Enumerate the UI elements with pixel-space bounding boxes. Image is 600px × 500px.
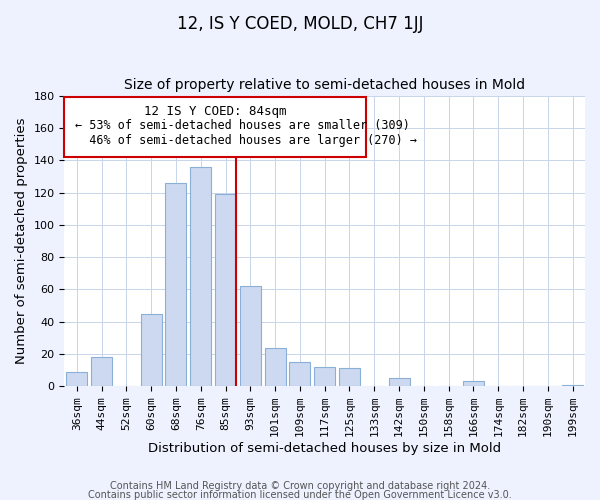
- Text: ← 53% of semi-detached houses are smaller (309): ← 53% of semi-detached houses are smalle…: [75, 119, 410, 132]
- Bar: [66, 372, 88, 386]
- Y-axis label: Number of semi-detached properties: Number of semi-detached properties: [15, 118, 28, 364]
- Bar: [463, 382, 484, 386]
- FancyBboxPatch shape: [64, 98, 367, 157]
- Text: 12 IS Y COED: 84sqm: 12 IS Y COED: 84sqm: [144, 104, 287, 118]
- Bar: [91, 357, 112, 386]
- Text: 46% of semi-detached houses are larger (270) →: 46% of semi-detached houses are larger (…: [75, 134, 417, 146]
- Text: Contains HM Land Registry data © Crown copyright and database right 2024.: Contains HM Land Registry data © Crown c…: [110, 481, 490, 491]
- Bar: [289, 362, 310, 386]
- Bar: [190, 167, 211, 386]
- Bar: [562, 384, 583, 386]
- Bar: [314, 367, 335, 386]
- X-axis label: Distribution of semi-detached houses by size in Mold: Distribution of semi-detached houses by …: [148, 442, 501, 455]
- Bar: [389, 378, 410, 386]
- Title: Size of property relative to semi-detached houses in Mold: Size of property relative to semi-detach…: [124, 78, 525, 92]
- Bar: [265, 348, 286, 386]
- Bar: [240, 286, 261, 386]
- Text: 12, IS Y COED, MOLD, CH7 1JJ: 12, IS Y COED, MOLD, CH7 1JJ: [177, 15, 423, 33]
- Bar: [140, 314, 162, 386]
- Text: Contains public sector information licensed under the Open Government Licence v3: Contains public sector information licen…: [88, 490, 512, 500]
- Bar: [339, 368, 360, 386]
- Bar: [215, 194, 236, 386]
- Bar: [166, 183, 187, 386]
